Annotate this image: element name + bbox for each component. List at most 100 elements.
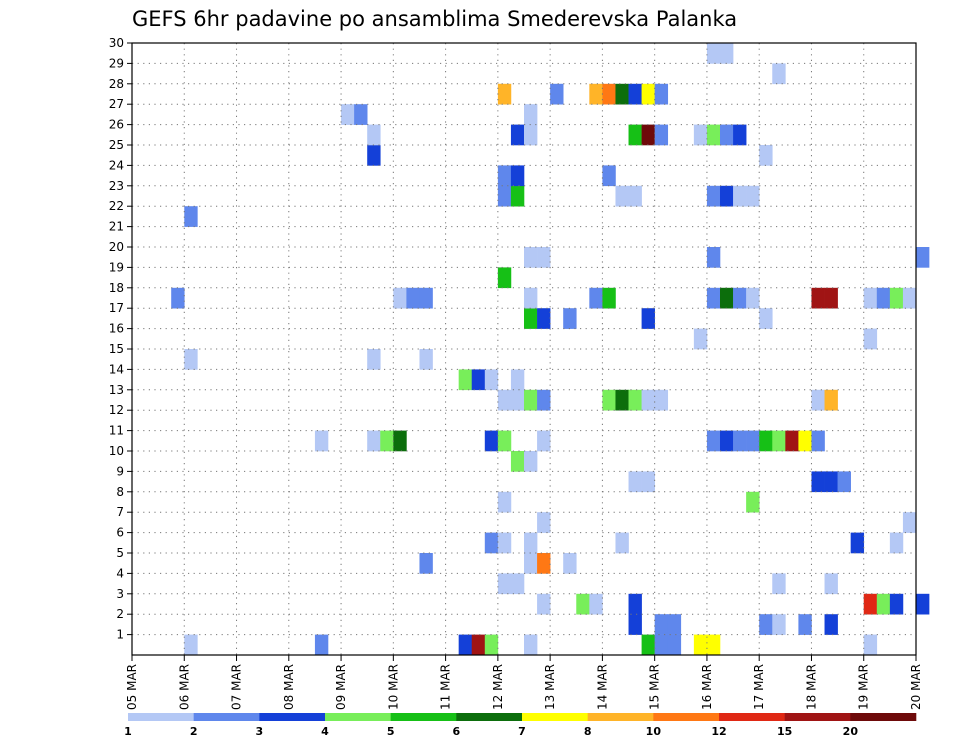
precip-cell [497,430,512,452]
precip-cell [524,287,538,309]
precip-cell [524,124,538,146]
precip-cell [484,634,499,656]
legend-swatch [193,713,260,721]
precip-cell [471,369,486,391]
precip-cell [537,430,551,452]
precip-cell [524,553,538,574]
precip-cell [524,104,538,125]
precip-cell [863,593,878,615]
chart-title: GEFS 6hr padavine po ansamblima Smederev… [132,7,737,31]
precip-cell [524,308,538,329]
legend-swatch [784,713,851,721]
precip-cell [706,43,721,64]
x-tick-label: 18 MAR [804,664,818,710]
precip-cell [641,389,655,411]
precip-cell [510,389,525,411]
precip-cell [510,185,525,207]
precip-cell [497,573,512,595]
precip-cell [510,451,525,472]
y-tick-label: 30 [109,36,124,50]
precip-cell [497,532,512,554]
y-tick-label: 14 [109,362,124,376]
precip-cell [367,349,381,370]
precip-cell [628,185,642,207]
precip-cell [419,287,433,309]
precip-cell [720,287,734,309]
precip-cell [641,634,655,656]
precip-cell [497,185,512,207]
x-tick-label: 20 MAR [909,664,923,710]
legend-label: 20 [843,725,859,738]
precip-cell [524,634,538,656]
precip-cell [641,471,655,493]
gridlines [132,43,916,655]
y-tick-label: 12 [109,403,124,417]
y-tick-label: 10 [109,444,124,458]
precip-cell [641,83,655,105]
y-tick-label: 3 [116,587,124,601]
precip-cell [759,614,773,635]
precip-cell [772,614,786,635]
precip-cell [484,430,499,452]
y-tick-label: 6 [116,526,124,540]
precip-cell [759,145,773,166]
precip-cell [524,247,538,268]
x-tick-label: 06 MAR [177,664,191,710]
precip-cell [706,287,721,309]
precip-cell [354,104,368,125]
precip-cell [524,451,538,472]
precip-cell [419,553,433,574]
y-tick-label: 16 [109,322,124,336]
legend-label: 2 [190,725,198,738]
precip-cell [837,471,851,493]
precip-cell [772,63,786,85]
legend-label: 4 [321,725,329,738]
x-tick-label: 14 MAR [595,664,609,710]
legend-label: 8 [584,725,592,738]
precip-cell [720,430,734,452]
precip-cell [706,430,721,452]
precip-cell [537,512,551,533]
precip-cell [628,614,642,635]
precip-cell [471,634,486,656]
y-tick-label: 9 [116,464,124,478]
legend-swatch [653,713,720,721]
x-tick-label: 17 MAR [752,664,766,710]
precip-cell [785,430,799,452]
y-tick-label: 20 [109,240,124,254]
precip-cell [393,430,407,452]
precip-cell [720,124,734,146]
precip-cell [602,287,616,309]
x-tick-label: 07 MAR [230,664,244,710]
precip-cell [706,185,721,207]
precip-cell [824,471,838,493]
precip-cell [367,145,381,166]
precip-cell [510,165,525,187]
precip-cell [824,389,838,411]
color-legend: 1 2 3 4 5 6 7 8 10 12 15 20 [124,713,917,738]
precip-cell [524,389,538,411]
precip-cell [484,369,499,391]
precip-cell [628,389,642,411]
y-tick-label: 7 [116,505,124,519]
precip-cell [746,491,760,513]
y-tick-label: 15 [109,342,124,356]
precip-cell [824,573,838,595]
precip-cell [746,287,760,309]
legend-label: 6 [453,725,461,738]
precip-cell [184,634,198,656]
precip-cell [524,532,538,554]
legend-swatch [259,713,326,721]
precip-cell [602,83,616,105]
precip-cell [341,104,355,125]
precip-cell [497,389,512,411]
data-cells [171,43,930,656]
y-tick-label: 24 [109,158,124,172]
precip-cell [537,389,551,411]
y-tick-label: 8 [116,485,124,499]
precip-cell [876,287,891,309]
precip-cell [706,247,721,268]
precip-cell [654,124,669,146]
x-tick-label: 11 MAR [439,664,453,710]
legend-label: 5 [387,725,395,738]
